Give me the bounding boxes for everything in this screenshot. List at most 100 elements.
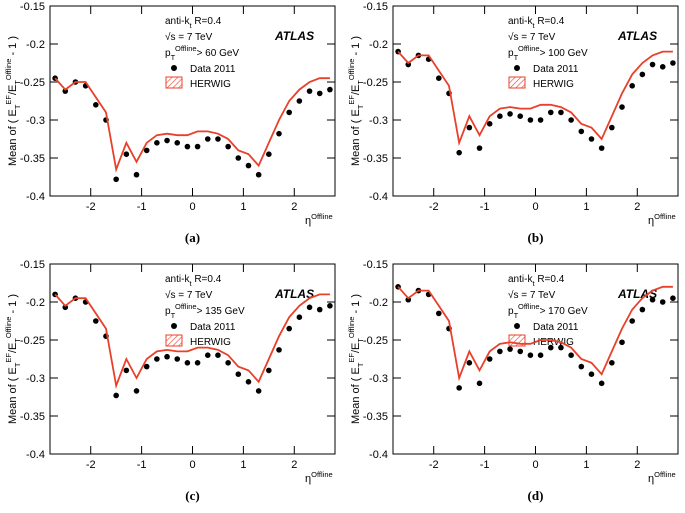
data-point [266,367,272,374]
y-tick-label: -0.25 [363,335,388,347]
x-axis-label-part: η [305,215,311,227]
y-axis-label: Mean of ( ETEF/ETOffline - 1 ) [4,36,22,166]
data-point [456,385,462,391]
energy: √s = 7 TeV [508,289,556,301]
x-tick-label: -2 [429,201,439,213]
y-tick-label: -0.2 [369,39,388,51]
data-point [486,356,493,362]
y-axis-label-part: Offline [4,59,13,81]
x-tick-label: 2 [291,201,297,213]
x-tick-label: -1 [480,201,490,213]
y-tick-label: -0.35 [20,411,45,423]
x-tick-label: -1 [480,459,490,471]
data-point [62,304,69,311]
data-point [133,171,140,178]
y-axis-label-part: Mean of ( E [7,109,19,166]
data-point [225,143,231,150]
x-tick-label: -2 [86,459,96,471]
y-axis-label-part: Offline [347,317,356,339]
y-axis-label-part: - 1 ) [350,294,362,317]
data-point [235,155,242,161]
y-tick-label: -0.4 [26,191,45,203]
data-point [639,306,646,313]
data-point [558,109,564,116]
y-tick-label: -0.35 [20,153,45,165]
y-axis-label-part: Offline [347,59,356,81]
x-tick-label: 1 [240,201,246,213]
data-point [255,388,262,394]
energy: √s = 7 TeV [165,31,213,43]
y-tick-label: -0.15 [363,1,388,13]
data-point [436,75,442,81]
data-point [486,121,493,127]
legend-label: HERWIG [533,337,574,348]
y-axis-label-part: /E [7,85,19,95]
data-point [143,363,150,370]
y-axis-label-part: /E [350,343,362,353]
data-point [537,117,544,123]
x-tick-label: -2 [429,459,439,471]
pt-cut-part: T [171,311,176,320]
y-tick-label: -0.4 [26,449,45,461]
pt-cut-part: > 170 GeV [540,306,588,317]
data-point [588,136,595,142]
legend-marker [514,323,520,329]
data-point [184,360,191,366]
data-point [286,325,292,332]
data-point [456,149,462,156]
y-tick-label: -0.3 [369,373,388,385]
pt-cut-part: T [514,311,519,320]
data-point [245,379,252,385]
panel-label: (a) [185,230,200,245]
pt-cut: pTOffline> 60 GeV [165,44,239,62]
data-point [215,136,221,142]
legend-label: Data 2011 [533,64,579,75]
x-tick-label: 2 [291,459,297,471]
pt-cut-part: Offline [518,302,540,311]
data-point [670,60,676,66]
x-axis-label-part: η [648,215,654,227]
pt-cut-part: p [508,48,514,59]
y-axis-label-part: Mean of ( E [7,367,19,424]
y-tick-label: -0.25 [20,77,45,89]
energy: √s = 7 TeV [165,289,213,301]
data-point [204,136,211,142]
y-axis-label-part: T [356,362,365,367]
pt-cut-part: T [171,53,176,62]
data-point [296,98,303,104]
data-point [164,137,170,144]
panel-label: (d) [528,488,544,503]
experiment-label: ATLAS [617,287,657,301]
data-point [558,344,564,351]
y-axis-label: Mean of ( ETEF/ETOffline - 1 ) [347,36,365,166]
y-axis-label-part: EF [347,95,356,105]
data-point [670,295,676,301]
jet-algorithm-part: t [189,21,192,30]
data-point [507,111,513,117]
x-axis-label: ηOffline [648,470,676,485]
data-point [194,360,201,366]
data-point [123,367,130,374]
data-point [609,124,615,131]
x-axis-label: ηOffline [648,212,676,227]
mc-band [54,77,330,173]
y-axis-label-part: T [356,104,365,109]
panel: -0.4 -0.35 -0.3 -0.25 -0.2 -0.15 -2 -1 0 1 2 Mean o… [4,259,336,503]
data-point [143,147,150,154]
jet-algorithm: anti-kt R=0.4 [508,16,565,30]
legend-label: Data 2011 [533,322,579,333]
data-point [286,109,292,116]
x-tick-label: 2 [634,201,640,213]
y-axis-label-part: EF [4,353,13,363]
jet-algorithm: anti-kt R=0.4 [165,274,222,288]
pt-cut: pTOffline> 135 GeV [165,302,245,320]
data-point [659,299,666,305]
y-tick-label: -0.25 [20,335,45,347]
x-tick-label: 0 [532,201,538,213]
x-tick-label: -1 [137,201,147,213]
data-point [154,356,160,362]
data-point [466,360,473,366]
legend-marker [508,334,526,347]
x-tick-label: 2 [634,459,640,471]
